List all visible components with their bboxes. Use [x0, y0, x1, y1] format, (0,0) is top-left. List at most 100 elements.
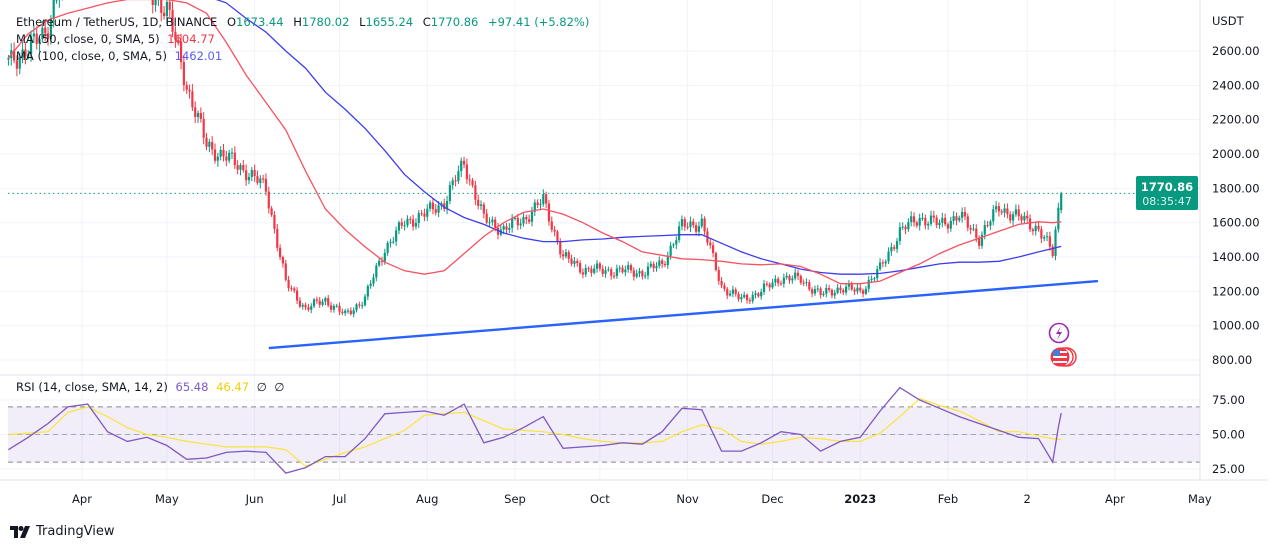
candle: [519, 218, 522, 230]
candle-body: [335, 305, 338, 307]
candle: [550, 216, 553, 233]
candle: [49, 15, 52, 45]
candle-body: [202, 118, 205, 138]
candle-body: [545, 194, 548, 204]
candle: [287, 275, 290, 292]
candle-body: [661, 260, 664, 264]
candle: [578, 260, 582, 275]
candle: [369, 280, 372, 289]
legend-ma50[interactable]: MA (50, close, 0, SMA, 5) 1604.77: [16, 32, 215, 46]
rsi-label: RSI (14, close, SMA, 14, 2): [16, 380, 168, 394]
candle: [590, 265, 593, 277]
candle-body: [352, 310, 355, 315]
candle: [802, 279, 805, 287]
legend-ma100[interactable]: MA (100, close, 0, SMA, 5) 1462.01: [16, 49, 222, 63]
candle: [321, 298, 324, 307]
candle: [938, 219, 941, 229]
candle-body: [208, 141, 211, 147]
candle-body: [1020, 216, 1023, 221]
candle-body: [1003, 208, 1006, 213]
candle-body: [847, 283, 851, 287]
candle-body: [468, 179, 471, 181]
candle-body: [723, 285, 726, 289]
candle-body: [644, 275, 647, 277]
candle-body: [728, 293, 732, 296]
candle-body: [443, 203, 446, 210]
candle-body: [955, 216, 958, 221]
candle-body: [165, 1, 168, 17]
candle-body: [895, 241, 899, 249]
candle-body: [225, 156, 228, 161]
candle-body: [590, 268, 593, 273]
candle: [400, 218, 403, 229]
candle: [924, 214, 927, 230]
candle: [734, 287, 737, 297]
candle: [748, 297, 751, 304]
candle-body: [264, 178, 268, 192]
candle: [525, 214, 528, 225]
candle: [409, 216, 412, 225]
low-label: L: [359, 15, 366, 29]
candle-body: [703, 218, 706, 232]
candle: [505, 222, 508, 234]
rsi-tick-label: 50.00: [1212, 428, 1245, 442]
candle-body: [904, 226, 907, 230]
candle: [457, 165, 460, 184]
legend-rsi[interactable]: RSI (14, close, SMA, 14, 2) 65.48 46.47 …: [16, 380, 284, 394]
candle: [508, 223, 511, 234]
tradingview-logo[interactable]: TradingView: [10, 524, 115, 539]
low-value: 1655.24: [366, 15, 414, 29]
candle: [788, 274, 791, 284]
candle: [828, 284, 831, 293]
candle-body: [355, 304, 358, 311]
candle-body: [697, 226, 701, 232]
candle: [861, 288, 865, 298]
candle: [213, 143, 217, 164]
candle: [522, 213, 525, 227]
candle-body: [457, 171, 460, 182]
candle: [890, 242, 893, 256]
time-axis[interactable]: Apr May Jun Jul Aug Sep Oct Nov Dec 2023 Feb 2 Apr Ma…: [72, 492, 1212, 506]
candle-body: [530, 211, 534, 222]
candle-body: [327, 298, 330, 306]
candle: [270, 206, 273, 217]
candle-body: [366, 286, 369, 297]
candle-body: [873, 278, 876, 280]
candle: [403, 220, 406, 231]
candle: [726, 286, 729, 300]
candle: [338, 302, 341, 316]
last-price-badge: 1770.86 08:35:47: [1136, 176, 1198, 210]
candle-body: [420, 213, 423, 215]
rsi-line: [8, 386, 1062, 474]
candle-body: [344, 310, 347, 314]
price-axis[interactable]: 2600.00 2400.00 2200.00 2000.00 1800.00 1600.…: [1212, 44, 1260, 367]
rsi-axis[interactable]: 75.00 50.00 25.00: [1212, 393, 1245, 476]
candle-body: [256, 176, 259, 183]
candle: [46, 27, 50, 46]
candle-body: [437, 205, 440, 213]
candle-body: [581, 272, 585, 275]
candle-body: [573, 261, 576, 264]
candle-body: [813, 289, 817, 294]
us-economic-events-icon[interactable]: [1050, 347, 1077, 367]
time-tick-label: May: [155, 492, 179, 506]
support-trendline[interactable]: [268, 279, 1099, 350]
candle-body: [284, 263, 287, 280]
candle-body: [811, 289, 814, 294]
candle: [460, 157, 463, 177]
candle-body: [972, 228, 975, 230]
candle: [646, 262, 650, 280]
candle-body: [748, 300, 751, 302]
lightning-event-icon[interactable]: [1048, 322, 1070, 344]
candle: [55, 0, 58, 4]
candle: [1020, 213, 1023, 225]
candle-body: [471, 180, 474, 186]
candle-body: [601, 268, 604, 274]
candle-body: [861, 290, 865, 294]
ma50-line: [7, 0, 1062, 285]
candle-body: [680, 219, 684, 227]
candle: [32, 25, 35, 43]
candle: [655, 262, 658, 272]
candle: [488, 217, 491, 228]
